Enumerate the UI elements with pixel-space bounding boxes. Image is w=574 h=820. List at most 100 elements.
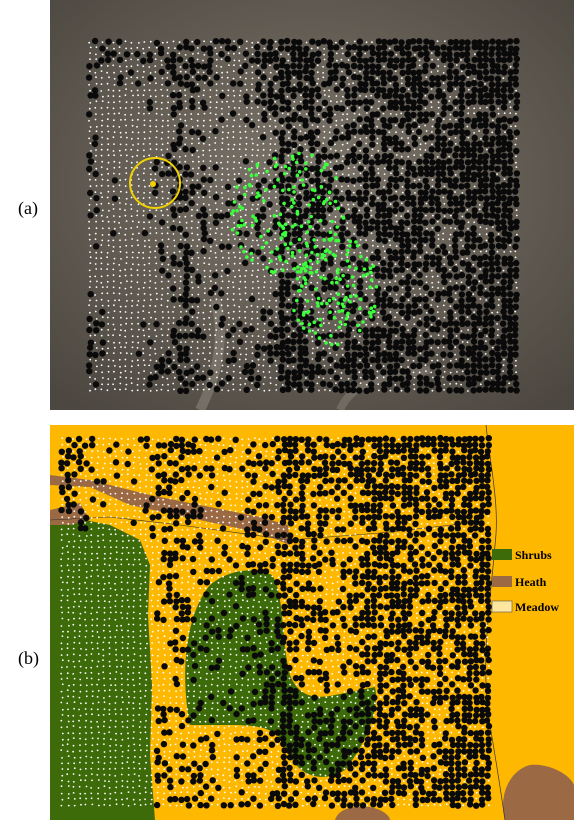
- white-point: [142, 359, 145, 362]
- white-point: [245, 238, 247, 241]
- white-point: [263, 329, 266, 332]
- dark-point: [272, 290, 279, 298]
- white-point: [233, 64, 235, 67]
- dark-point: [195, 74, 202, 82]
- white-point: [196, 251, 199, 254]
- green-point: [319, 323, 323, 328]
- dark-point: [476, 44, 483, 51]
- white-point: [184, 113, 187, 116]
- white-point: [251, 138, 253, 140]
- dark-point: [200, 224, 207, 232]
- white-point: [136, 239, 139, 242]
- dark-point: [446, 254, 454, 261]
- green-point: [359, 254, 363, 259]
- white-point: [449, 268, 451, 271]
- white-point: [473, 311, 476, 314]
- dark-point: [489, 158, 497, 165]
- white-point: [85, 497, 88, 499]
- white-point: [250, 107, 253, 109]
- dark-point: [506, 369, 514, 376]
- dark-point: [464, 141, 471, 148]
- dark-point: [291, 321, 298, 328]
- green-point: [248, 183, 252, 188]
- dark-point: [297, 157, 305, 165]
- dark-point: [278, 157, 285, 165]
- dark-point: [327, 284, 334, 291]
- white-point: [245, 77, 247, 80]
- dark-point: [409, 62, 417, 69]
- white-point: [107, 202, 110, 205]
- white-point: [214, 252, 217, 254]
- dark-point: [471, 43, 478, 51]
- white-point: [294, 491, 297, 494]
- white-point: [220, 250, 223, 253]
- dark-point: [417, 236, 424, 244]
- white-point: [209, 346, 211, 349]
- white-point: [365, 136, 368, 139]
- white-point: [101, 292, 104, 295]
- dark-point: [375, 363, 382, 370]
- white-point: [113, 328, 116, 331]
- white-point: [119, 208, 121, 211]
- white-point: [349, 456, 352, 459]
- dark-point: [500, 243, 508, 250]
- white-point: [306, 456, 308, 459]
- dark-point: [488, 81, 496, 88]
- dark-point: [302, 67, 309, 75]
- white-point: [172, 130, 175, 133]
- dark-point: [429, 62, 436, 70]
- white-point: [366, 112, 368, 114]
- white-point: [473, 221, 476, 224]
- white-point: [100, 214, 103, 217]
- dark-point: [500, 146, 507, 153]
- white-point: [232, 270, 235, 272]
- white-point: [162, 316, 164, 319]
- dark-point: [182, 332, 189, 340]
- dark-point: [285, 357, 292, 364]
- white-point: [251, 71, 254, 74]
- white-point: [143, 269, 146, 272]
- white-point: [241, 444, 244, 447]
- dark-point: [386, 267, 393, 274]
- white-point: [514, 256, 517, 259]
- white-point: [454, 88, 457, 91]
- white-point: [263, 252, 266, 254]
- white-point: [131, 251, 134, 254]
- white-point: [89, 376, 91, 379]
- dark-point: [494, 75, 502, 83]
- white-point: [143, 227, 145, 230]
- white-point: [203, 347, 206, 349]
- white-point: [102, 437, 105, 440]
- white-point: [485, 227, 488, 230]
- white-point: [137, 131, 140, 134]
- dark-point: [489, 38, 496, 45]
- dark-point: [255, 249, 262, 256]
- white-point: [221, 71, 224, 74]
- white-point: [179, 293, 182, 296]
- white-point: [323, 364, 326, 367]
- white-point: [119, 250, 122, 253]
- dark-point: [423, 350, 430, 358]
- dark-point: [483, 302, 491, 309]
- white-point: [312, 437, 314, 440]
- white-point: [103, 473, 106, 476]
- white-point: [106, 179, 109, 182]
- green-point: [369, 314, 373, 319]
- white-point: [167, 136, 170, 139]
- dark-point: [343, 176, 351, 183]
- white-point: [150, 173, 152, 176]
- dark-point: [417, 345, 424, 353]
- white-point: [102, 485, 105, 488]
- dark-point: [506, 303, 514, 310]
- white-point: [244, 130, 247, 133]
- white-point: [241, 510, 244, 513]
- dark-point: [423, 303, 430, 310]
- white-point: [130, 106, 133, 109]
- dark-point: [380, 332, 387, 339]
- white-point: [95, 167, 98, 170]
- white-point: [148, 256, 151, 259]
- white-point: [191, 137, 194, 140]
- white-point: [204, 444, 207, 446]
- white-point: [125, 70, 128, 72]
- white-point: [196, 119, 199, 122]
